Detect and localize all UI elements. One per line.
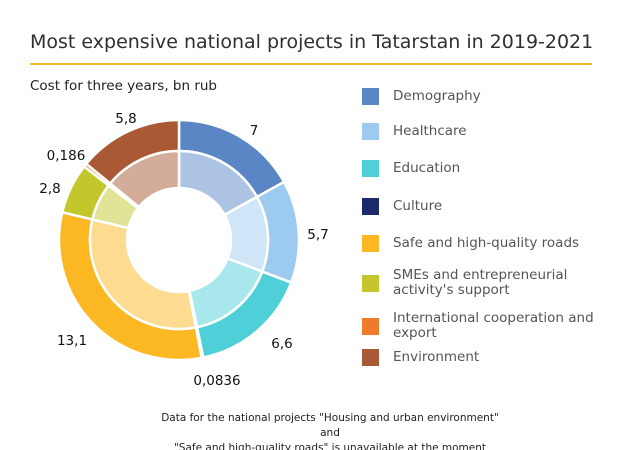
footer-note: Data for the national projects "Housing … bbox=[150, 411, 510, 450]
legend-item: Culture bbox=[362, 198, 613, 215]
legend-swatch bbox=[362, 198, 379, 215]
data-label: 0,0836 bbox=[193, 373, 240, 389]
legend-swatch bbox=[362, 317, 379, 335]
legend-swatch bbox=[362, 123, 379, 140]
legend-label: Healthcare bbox=[393, 123, 467, 139]
legend-item: Environment bbox=[362, 349, 613, 366]
legend-label: Demography bbox=[393, 88, 481, 104]
legend-item: Safe and high-quality roads bbox=[362, 235, 613, 252]
legend-label: International cooperation and export bbox=[393, 310, 594, 341]
legend-swatch bbox=[362, 349, 379, 366]
title-underline bbox=[30, 63, 592, 65]
donut-slice-inner-7 bbox=[108, 149, 181, 209]
donut-slice-inner-4 bbox=[88, 217, 198, 331]
data-label: 6,6 bbox=[271, 336, 292, 352]
legend-label: SMEs and entrepreneurial activity's supp… bbox=[393, 267, 568, 298]
data-label: 5,8 bbox=[115, 111, 136, 127]
chart-title: Most expensive national projects in Tata… bbox=[30, 31, 594, 53]
legend-label: Education bbox=[393, 160, 461, 176]
data-label: 7 bbox=[250, 123, 259, 139]
data-label: 0,186 bbox=[47, 148, 86, 164]
legend-item: SMEs and entrepreneurial activity's supp… bbox=[362, 268, 613, 298]
data-label: 5,7 bbox=[307, 227, 328, 243]
legend-label: Culture bbox=[393, 198, 443, 214]
legend-swatch bbox=[362, 274, 379, 292]
legend-item: International cooperation and export bbox=[362, 311, 613, 341]
legend-swatch bbox=[362, 160, 379, 177]
legend-item: Education bbox=[362, 160, 613, 177]
data-label: 2,8 bbox=[39, 181, 60, 197]
legend-swatch bbox=[362, 88, 379, 105]
legend-label: Environment bbox=[393, 349, 480, 365]
chart-subtitle: Cost for three years, bn rub bbox=[30, 78, 217, 94]
legend-label: Safe and high-quality roads bbox=[393, 235, 580, 251]
legend-swatch bbox=[362, 235, 379, 252]
legend-item: Demography bbox=[362, 88, 613, 105]
data-label: 13,1 bbox=[57, 333, 87, 349]
footer-line-1: Data for the national projects "Housing … bbox=[161, 412, 499, 439]
legend-item: Healthcare bbox=[362, 123, 613, 140]
footer-line-2: "Safe and high-quality roads" is unavail… bbox=[173, 442, 487, 450]
